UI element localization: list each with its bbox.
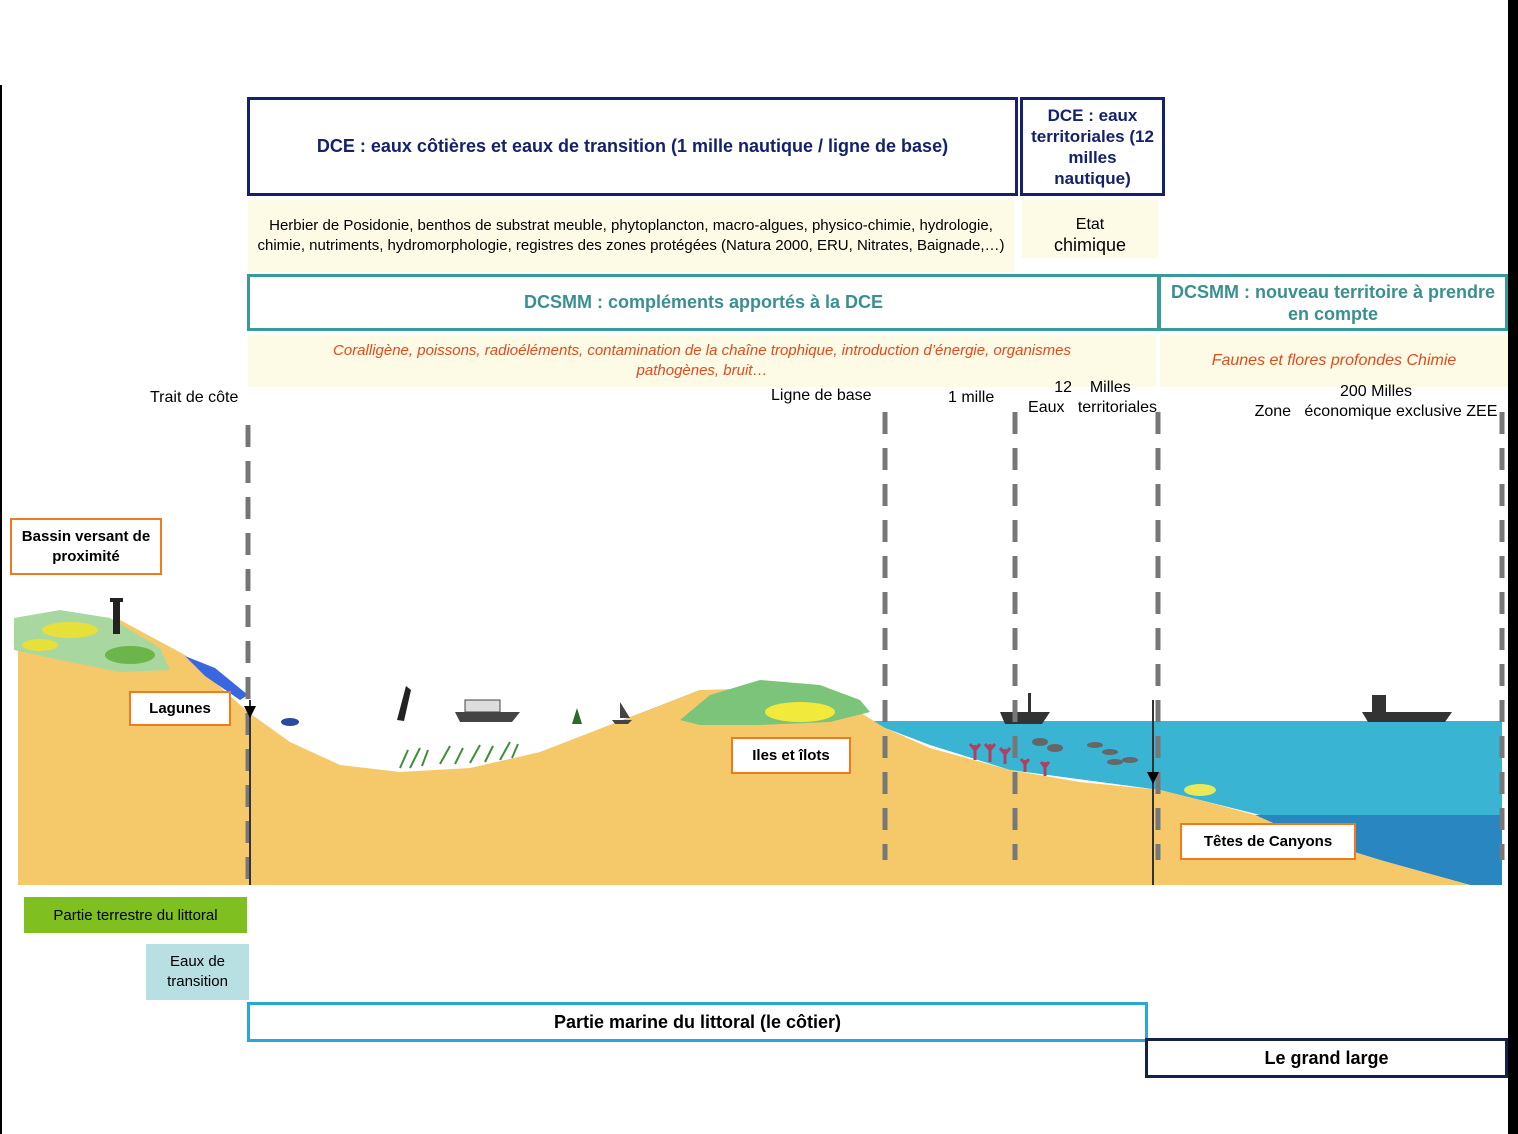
etat-label: Etat xyxy=(1075,216,1105,233)
trait-de-cote-label: Trait de côte xyxy=(150,389,239,406)
eaux-transition-box: Eaux de transition xyxy=(146,944,249,1000)
marker-beacon xyxy=(397,686,411,721)
hill-shrub-2 xyxy=(105,646,155,664)
dcsmm-complements-elements: Coralligène, poissons, radioéléments, co… xyxy=(248,335,1156,387)
grand-large-box: Le grand large xyxy=(1145,1038,1508,1078)
canyon-algae xyxy=(1184,784,1216,796)
zee-line2: Zone économique exclusive ZEE xyxy=(1254,403,1498,420)
douze-milles-line2: Eaux territoriales xyxy=(1028,399,1157,416)
buoy xyxy=(572,708,582,724)
fishing-boat xyxy=(1000,693,1050,724)
dce-coastal-elements: Herbier de Posidonie, benthos de substra… xyxy=(248,200,1014,272)
dcsmm-new-territory-elements: Faunes et flores profondes Chimie xyxy=(1160,335,1508,387)
douze-milles-line1: 12 Milles xyxy=(1054,379,1131,396)
island-yellow xyxy=(765,702,835,722)
twelve-miles-arrow-head xyxy=(1147,772,1159,784)
fish-school xyxy=(1032,738,1138,765)
partie-terrestre-box: Partie terrestre du littoral xyxy=(24,897,247,933)
left-frame-line xyxy=(0,85,2,1134)
coast-arrow-head xyxy=(244,706,256,718)
dce-coastal-title: DCE : eaux côtières et eaux de transitio… xyxy=(247,97,1018,196)
coral xyxy=(968,743,1051,776)
zee-label: 200 Milles Zone économique exclusive ZEE xyxy=(1240,382,1512,422)
ligne-de-base-label: Ligne de base xyxy=(771,387,872,404)
lagunes-label: Lagunes xyxy=(129,691,231,726)
zee-line1: 200 Milles xyxy=(1339,383,1413,400)
bassin-versant-label: Bassin versant de proximité xyxy=(10,518,162,575)
lighthouse xyxy=(113,598,120,634)
hill-shrub-1 xyxy=(42,622,98,638)
dce-territorial-title: DCE : eaux territoriales (12 milles naut… xyxy=(1020,97,1165,196)
posidonia-seagrass xyxy=(399,741,519,769)
sailboat xyxy=(612,702,632,724)
douze-milles-label: 12 Milles Eaux territoriales xyxy=(1020,378,1165,418)
dcsmm-new-territory-title: DCSMM : nouveau territoire à prendre en … xyxy=(1158,274,1508,331)
chimique-label: chimique xyxy=(1053,235,1127,255)
lagoon-river xyxy=(185,656,248,700)
ferry xyxy=(455,699,520,722)
right-frame-bar xyxy=(1508,0,1518,1134)
cargo-ship xyxy=(1362,695,1452,722)
canyons-label: Têtes de Canyons xyxy=(1180,823,1356,860)
un-mille-label: 1 mille xyxy=(948,389,995,406)
partie-marine-box: Partie marine du littoral (le côtier) xyxy=(247,1002,1148,1042)
iles-label: Iles et îlots xyxy=(731,737,851,774)
dcsmm-complements-title: DCSMM : compléments apportés à la DCE xyxy=(247,274,1160,331)
diver xyxy=(281,718,299,726)
hill-shrub-3 xyxy=(22,639,58,651)
dce-territorial-elements: Etat chimique xyxy=(1022,200,1158,258)
sea-water xyxy=(250,690,1502,815)
